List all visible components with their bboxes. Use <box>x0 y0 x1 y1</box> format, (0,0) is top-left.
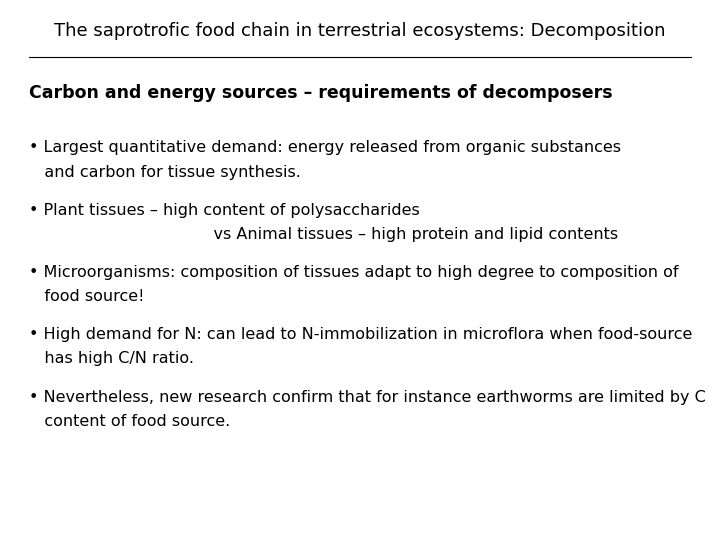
Text: Carbon and energy sources – requirements of decomposers: Carbon and energy sources – requirements… <box>29 84 613 102</box>
Text: • Largest quantitative demand: energy released from organic substances: • Largest quantitative demand: energy re… <box>29 140 621 156</box>
Text: • High demand for N: can lead to N-immobilization in microflora when food-source: • High demand for N: can lead to N-immob… <box>29 327 692 342</box>
Text: content of food source.: content of food source. <box>29 414 230 429</box>
Text: • Plant tissues – high content of polysaccharides: • Plant tissues – high content of polysa… <box>29 202 420 218</box>
Text: food source!: food source! <box>29 289 144 304</box>
Text: The saprotrofic food chain in terrestrial ecosystems: Decomposition: The saprotrofic food chain in terrestria… <box>54 22 666 39</box>
Text: has high C/N ratio.: has high C/N ratio. <box>29 351 194 366</box>
Text: and carbon for tissue synthesis.: and carbon for tissue synthesis. <box>29 165 301 180</box>
Text: • Nevertheless, new research confirm that for instance earthworms are limited by: • Nevertheless, new research confirm tha… <box>29 390 706 405</box>
Text: • Microorganisms: composition of tissues adapt to high degree to composition of: • Microorganisms: composition of tissues… <box>29 265 678 280</box>
Text: vs Animal tissues – high protein and lipid contents: vs Animal tissues – high protein and lip… <box>29 227 618 242</box>
